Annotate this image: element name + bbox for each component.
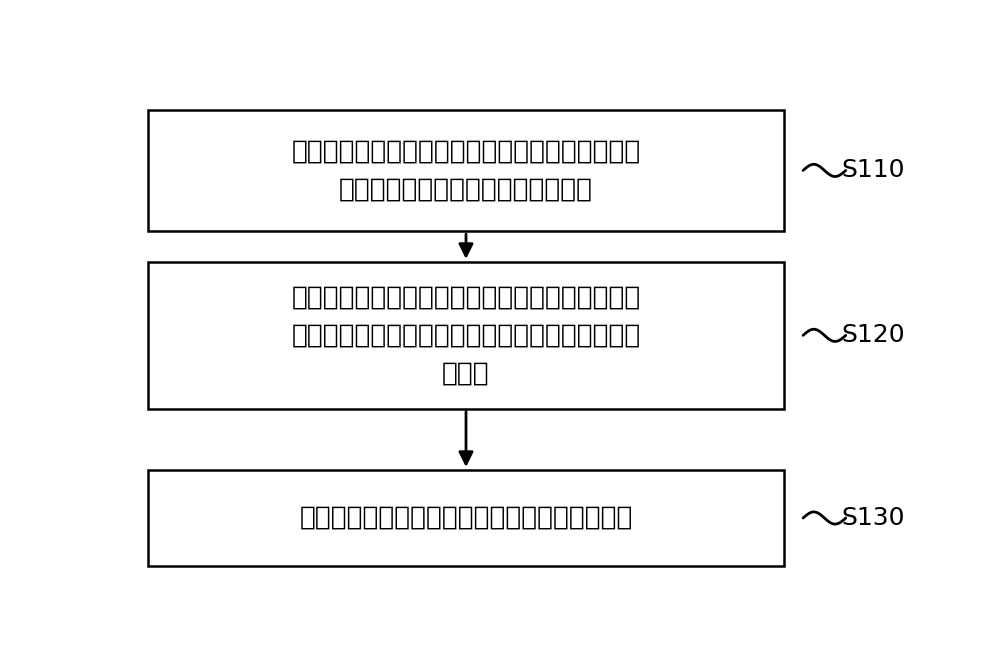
Text: S120: S120 [841, 324, 905, 347]
Text: 在衬底基板之上形成像素限定层，像素限定层位于
衬底基板之上，覆盖非像素区域，且暴露像素区域
的开口: 在衬底基板之上形成像素限定层，像素限定层位于 衬底基板之上，覆盖非像素区域，且暴… [291, 284, 641, 386]
Bar [148, 262, 784, 409]
Text: S130: S130 [841, 506, 905, 530]
Text: 提供衬底基板，衬底基板的表面设置有至少一个像
素区域和包围像素区域的非像素区域: 提供衬底基板，衬底基板的表面设置有至少一个像 素区域和包围像素区域的非像素区域 [291, 138, 641, 202]
Bar [148, 470, 784, 566]
Bar [148, 109, 784, 231]
Text: 在衬底基板之上依次形成有机发光层和隔离结构: 在衬底基板之上依次形成有机发光层和隔离结构 [299, 505, 633, 531]
Text: S110: S110 [841, 158, 905, 183]
